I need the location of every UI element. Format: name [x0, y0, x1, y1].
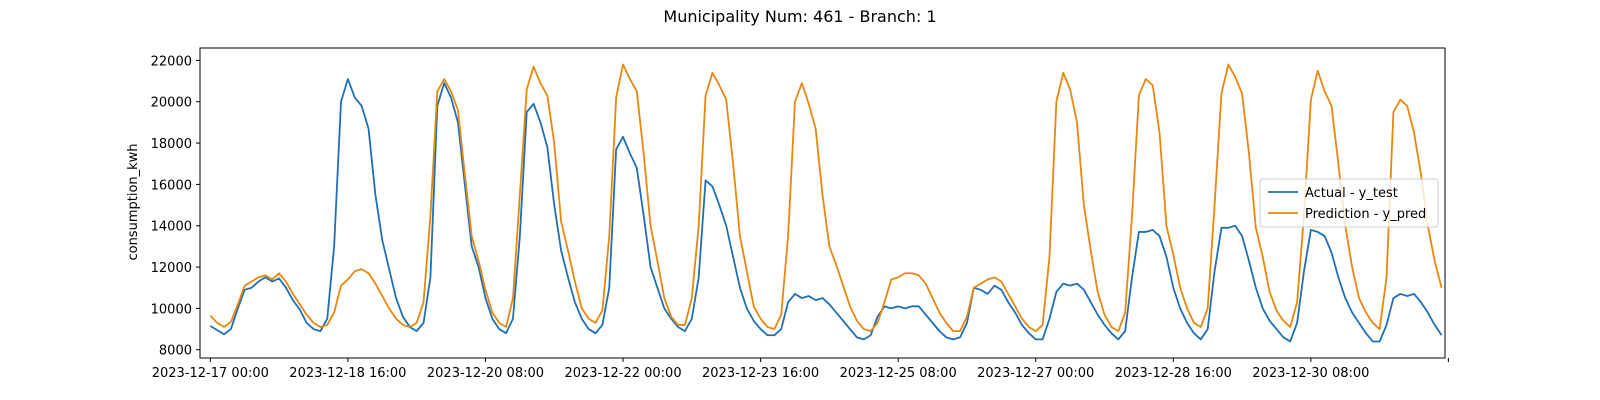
y-axis: 8000 10000 12000 14000 16000 18000 20000 22000	[151, 54, 200, 359]
y-axis-label: consumption_kwh	[126, 143, 141, 260]
y-tick-label: 16000	[151, 178, 192, 193]
legend-label-1: Prediction - y_pred	[1305, 207, 1426, 222]
y-tick-label: 18000	[151, 137, 192, 152]
y-tick-label: 8000	[159, 344, 192, 359]
legend: Actual - y_test Prediction - y_pred	[1259, 178, 1439, 228]
x-tick-label: 2023-12-25 08:00	[840, 366, 957, 381]
y-tick-label: 20000	[151, 96, 192, 111]
x-tick-label: 2023-12-23 16:00	[702, 366, 819, 381]
x-tick-label: 2023-12-28 16:00	[1115, 366, 1232, 381]
x-tick-label: 2023-12-27 00:00	[977, 366, 1094, 381]
x-tick-label: 2023-12-20 08:00	[427, 366, 544, 381]
series-line-0	[209, 78, 1443, 343]
chart-title: Municipality Num: 461 - Branch: 1	[663, 7, 936, 26]
series-line-1	[209, 63, 1443, 333]
legend-label-0: Actual - y_test	[1305, 186, 1398, 201]
y-tick-label: 14000	[151, 220, 192, 235]
x-tick-label: 2023-12-17 00:00	[152, 366, 269, 381]
plot-frame	[199, 47, 1446, 359]
x-tick-label: 2023-12-22 00:00	[564, 366, 681, 381]
y-tick-label: 12000	[151, 261, 192, 276]
x-tick-label: 2023-12-30 08:00	[1252, 366, 1369, 381]
y-tick-label: 22000	[151, 54, 192, 69]
y-tick-label: 10000	[151, 302, 192, 317]
x-axis: 2023-12-17 00:00 2023-12-18 16:00 2023-12-…	[152, 358, 1449, 381]
legend-box	[1259, 178, 1439, 228]
x-tick-label: 2023-12-18 16:00	[289, 366, 406, 381]
series-lines	[209, 63, 1443, 343]
